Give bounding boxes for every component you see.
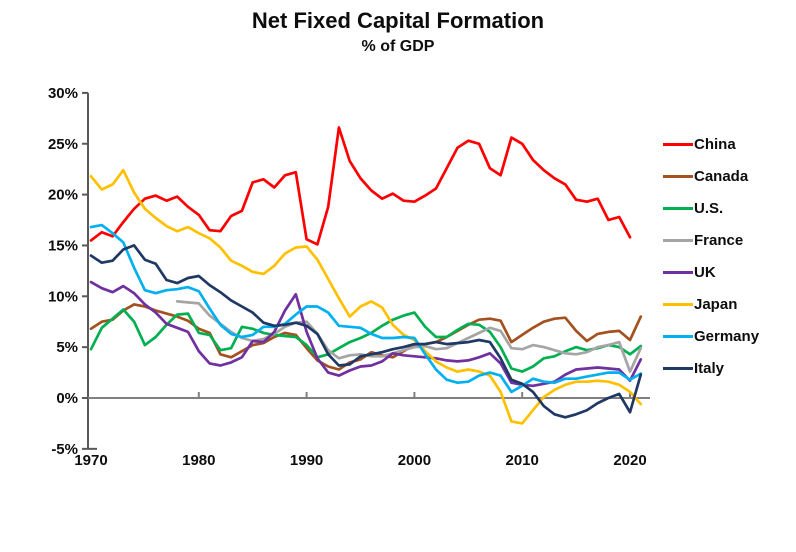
- chart-legend: China Canada U.S. France UK Japan Germany Italy: [663, 128, 793, 384]
- series-line-us: [89, 308, 643, 373]
- legend-item-canada: Canada: [663, 160, 793, 192]
- x-tick-label: 2010: [506, 452, 539, 469]
- legend-label: China: [694, 135, 736, 153]
- y-tick-label: 15%: [48, 237, 78, 254]
- x-tick-label: 1990: [290, 452, 323, 469]
- y-tick-label: 20%: [48, 187, 78, 204]
- x-tick-label: 1970: [74, 452, 107, 469]
- legend-line-sample: [663, 302, 693, 306]
- legend-label: Japan: [694, 295, 738, 313]
- y-tick-label: 25%: [48, 136, 78, 153]
- chart-subtitle: % of GDP: [361, 38, 435, 55]
- series-line-germany: [89, 223, 643, 394]
- legend-line-sample: [663, 238, 693, 242]
- legend-item-china: China: [663, 128, 793, 160]
- legend-label: Germany: [694, 327, 760, 345]
- series-line-uk: [89, 280, 643, 388]
- legend-item-us: U.S.: [663, 192, 793, 224]
- legend-line-sample: [663, 142, 693, 146]
- legend-item-germany: Germany: [663, 320, 793, 352]
- legend-label: France: [694, 231, 744, 249]
- legend-item-italy: Italy: [663, 352, 793, 384]
- legend-label: Canada: [694, 167, 749, 185]
- source-line-1: Source: Calculated from World Bank World…: [8, 548, 792, 552]
- chart-title: Net Fixed Capital Formation: [251, 8, 545, 33]
- x-tick-label: 2020: [613, 452, 646, 469]
- x-tick-label: 1980: [182, 452, 215, 469]
- series-line-italy: [89, 244, 643, 419]
- legend-line-sample: [663, 334, 693, 338]
- series-line-china: [89, 126, 632, 246]
- series-line-canada: [89, 303, 643, 371]
- y-tick-label: -5%: [51, 441, 78, 458]
- legend-line-sample: [663, 366, 693, 370]
- legend-line-sample: [663, 206, 693, 210]
- legend-label: U.S.: [694, 199, 724, 217]
- legend-line-sample: [663, 174, 693, 178]
- y-tick-label: 0%: [56, 390, 78, 407]
- x-tick-label: 2000: [398, 452, 431, 469]
- series-line-japan: [89, 168, 643, 425]
- y-tick-label: 10%: [48, 288, 78, 305]
- y-tick-label: 30%: [48, 85, 78, 102]
- legend-item-japan: Japan: [663, 288, 793, 320]
- legend-item-uk: UK: [663, 256, 793, 288]
- source-note: Source: Calculated from World Bank World…: [8, 508, 792, 552]
- legend-label: UK: [694, 263, 716, 281]
- y-tick-label: 5%: [56, 339, 78, 356]
- legend-item-france: France: [663, 224, 793, 256]
- legend-line-sample: [663, 270, 693, 274]
- legend-label: Italy: [694, 359, 725, 377]
